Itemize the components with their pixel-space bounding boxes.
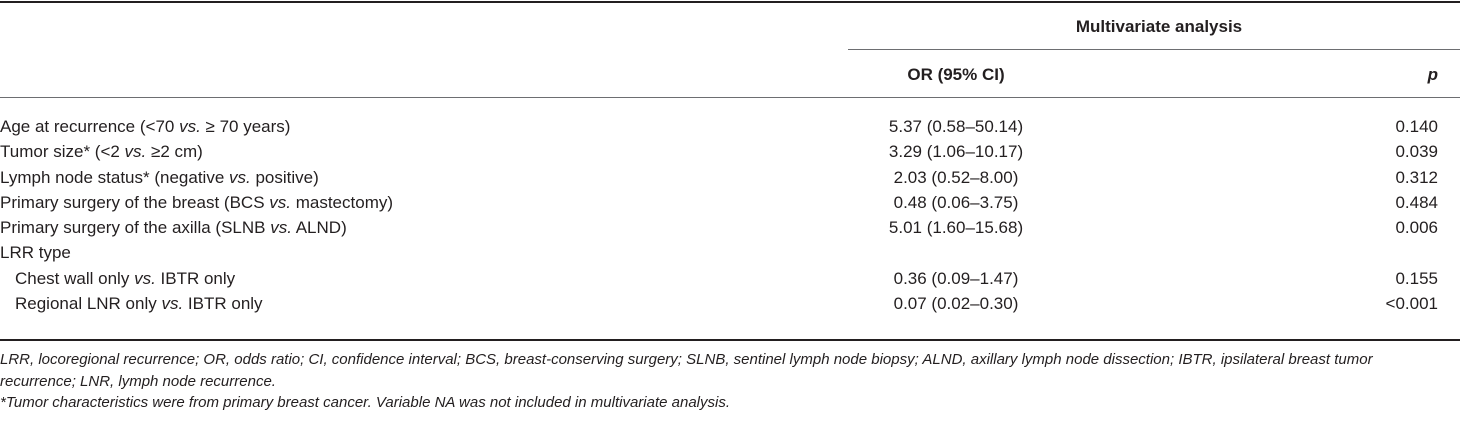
abbreviations-footnote: LRR, locoregional recurrence; OR, odds r…: [0, 351, 1373, 390]
p-value-cell: 0.039: [1395, 142, 1438, 162]
variable-label: Regional LNR only vs. IBTR only: [15, 294, 263, 314]
table-bottom-rule: [0, 339, 1460, 341]
table-row: Primary surgery of the breast (BCS vs. m…: [0, 190, 1460, 215]
odds-ratio-cell: 0.48 (0.06–3.75): [893, 192, 1019, 212]
table-row: Regional LNR only vs. IBTR only 0.07 (0.…: [0, 291, 1460, 316]
table-row: Chest wall only vs. IBTR only 0.36 (0.09…: [0, 266, 1460, 291]
p-column-header: p: [1427, 65, 1438, 84]
p-value-cell: 0.312: [1395, 167, 1438, 187]
or-column-header: OR (95% CI): [907, 65, 1005, 84]
table-row: Lymph node status* (negative vs. positiv…: [0, 165, 1460, 190]
header-bottom-rule: [0, 97, 1460, 98]
p-value-cell: 0.140: [1395, 117, 1438, 136]
variable-label: Tumor size* (<2 vs. ≥2 cm): [0, 142, 203, 162]
p-value-cell: 0.006: [1395, 218, 1438, 238]
odds-ratio-cell: 2.03 (0.52–8.00): [893, 167, 1019, 187]
table-top-rule: [0, 1, 1460, 3]
table-row: Age at recurrence (<70 vs. ≥ 70 years) 5…: [0, 114, 1460, 139]
table-body: Age at recurrence (<70 vs. ≥ 70 years) 5…: [0, 114, 1460, 316]
variable-label: Age at recurrence (<70 vs. ≥ 70 years): [0, 117, 291, 136]
odds-ratio-cell: 5.37 (0.58–50.14): [888, 117, 1024, 136]
p-value-cell: 0.155: [1395, 268, 1438, 288]
odds-ratio-cell: 0.07 (0.02–0.30): [893, 294, 1019, 314]
tumor-characteristics-footnote: *Tumor characteristics were from primary…: [0, 394, 730, 411]
variable-label: Chest wall only vs. IBTR only: [15, 268, 236, 288]
variable-label: Lymph node status* (negative vs. positiv…: [0, 167, 319, 187]
p-value-cell: <0.001: [1385, 294, 1438, 314]
variable-label: Primary surgery of the axilla (SLNB vs. …: [0, 218, 347, 238]
table-row-group-label: LRR type: [0, 240, 1460, 265]
group-header-underline: [848, 49, 1460, 50]
odds-ratio-cell: 3.29 (1.06–10.17): [888, 142, 1024, 162]
multivariate-analysis-header: Multivariate analysis: [1075, 17, 1243, 36]
table-row: Primary surgery of the axilla (SLNB vs. …: [0, 215, 1460, 240]
p-value-cell: 0.484: [1395, 192, 1438, 212]
variable-label: Primary surgery of the breast (BCS vs. m…: [0, 192, 394, 212]
table-row: Tumor size* (<2 vs. ≥2 cm) 3.29 (1.06–10…: [0, 139, 1460, 164]
odds-ratio-cell: 0.36 (0.09–1.47): [893, 268, 1019, 288]
odds-ratio-cell: 5.01 (1.60–15.68): [888, 218, 1024, 238]
variable-label: LRR type: [0, 243, 71, 263]
